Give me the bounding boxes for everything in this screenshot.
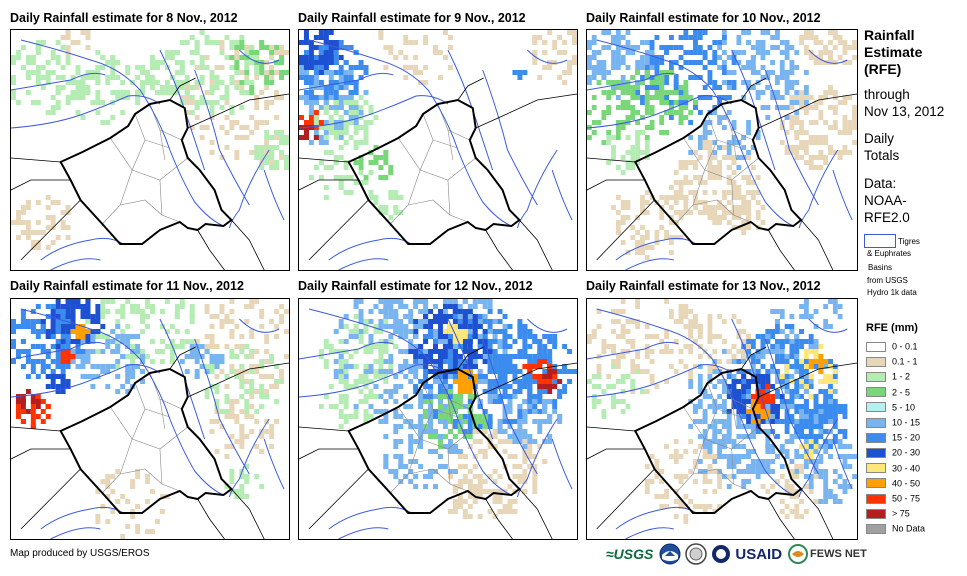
legend-label: 0 - 0.1 [892,341,918,352]
usaid-logo-text: USAID [735,545,783,563]
legend-row: 15 - 20 [866,431,920,443]
legend-swatch [866,508,886,519]
map-8nov [10,29,290,271]
legend-label: 50 - 75 [892,493,921,504]
basin-legend-text-5: Hydro 1k data [867,288,917,297]
data-label: Data: [864,176,897,191]
legend-label: 15 - 20 [892,432,921,443]
totals-label: Totals [864,148,900,163]
through-label: through [864,87,910,102]
data-source-line1: NOAA- [864,193,907,208]
data-source-line2: RFE2.0 [864,210,910,225]
legend-row: > 75 [866,507,910,519]
panel-title-13nov: Daily Rainfall estimate for 13 Nov., 201… [586,279,821,293]
rainfall-map-svg [587,30,857,270]
basin-legend-text-2: & Euphrates [867,249,912,258]
legend-swatch [866,524,886,535]
legend-row: 0.1 - 1 [866,355,918,367]
rainfall-map-svg [299,30,577,270]
legend-label: 40 - 50 [892,478,921,489]
panel-title-9nov: Daily Rainfall estimate for 9 Nov., 2012 [298,11,526,25]
legend-label: 5 - 10 [892,402,916,413]
fews-net-logo-text: FEWS NET [810,548,867,560]
legend-label: No Data [892,524,926,535]
map-10nov [586,29,858,271]
daily-label: Daily [864,131,895,146]
panel-title-12nov: Daily Rainfall estimate for 12 Nov., 201… [298,279,533,293]
doi-seal-icon [685,543,708,565]
legend-main-title: Rainfall Estimate (RFE) [864,27,923,77]
legend-swatch [866,372,886,383]
legend-label: > 75 [892,508,910,519]
legend-label: 0.1 - 1 [892,356,918,367]
map-13nov [586,298,858,540]
legend-swatch [866,341,886,352]
panel-title-10nov: Daily Rainfall estimate for 10 Nov., 201… [586,11,821,25]
rainfall-map-svg [11,299,289,539]
legend-swatch [866,432,886,443]
legend-swatch [866,478,886,489]
legend-row: No Data [866,522,926,535]
legend-label: 20 - 30 [892,448,921,459]
legend-swatch [866,417,886,428]
legend-row: 0 - 0.1 [866,340,918,352]
rainfall-map-svg [11,30,289,270]
logo-strip: ≈USGS USAID FEWS NET [606,541,867,567]
fews-net-globe-icon [788,544,809,564]
legend-row: 50 - 75 [866,492,920,504]
usaid-seal-icon [712,545,731,563]
noaa-logo-icon [659,543,681,565]
map-11nov [10,298,290,540]
legend-swatch [866,356,886,367]
basin-legend-text-3: Basins [868,263,893,272]
legend-row: 30 - 40 [866,462,920,474]
map-12nov [298,298,578,540]
panel-title-11nov: Daily Rainfall estimate for 11 Nov., 201… [10,279,244,293]
through-date: Nov 13, 2012 [864,104,945,119]
legend-row: 1 - 2 [866,370,911,383]
legend-row: 10 - 15 [866,416,920,428]
legend-label: 1 - 2 [892,372,911,383]
map-credit: Map produced by USGS/EROS [10,548,150,559]
legend-label: 10 - 15 [892,417,921,428]
legend-swatch [866,402,886,413]
legend-row: 2 - 5 [866,386,910,398]
legend-swatch [866,387,886,398]
rfe-legend-title: RFE (mm) [866,322,918,334]
legend-row: 5 - 10 [866,401,915,413]
legend-row: 40 - 50 [866,477,920,489]
legend-label: 30 - 40 [892,463,921,474]
usgs-logo-icon: ≈USGS [606,546,654,562]
basin-legend-swatch [864,234,896,248]
legend-label: 2 - 5 [892,387,911,398]
panel-title-8nov: Daily Rainfall estimate for 8 Nov., 2012 [10,11,238,25]
legend-swatch [866,463,886,474]
basin-legend-text-4: from USGS [867,276,908,285]
rainfall-map-svg [299,299,577,539]
basin-legend-text-1: Tigres [898,237,920,246]
rainfall-map-svg [587,299,857,539]
legend-swatch [866,448,886,459]
map-9nov [298,29,578,271]
legend-row: 20 - 30 [866,446,921,459]
legend-swatch [866,493,886,504]
